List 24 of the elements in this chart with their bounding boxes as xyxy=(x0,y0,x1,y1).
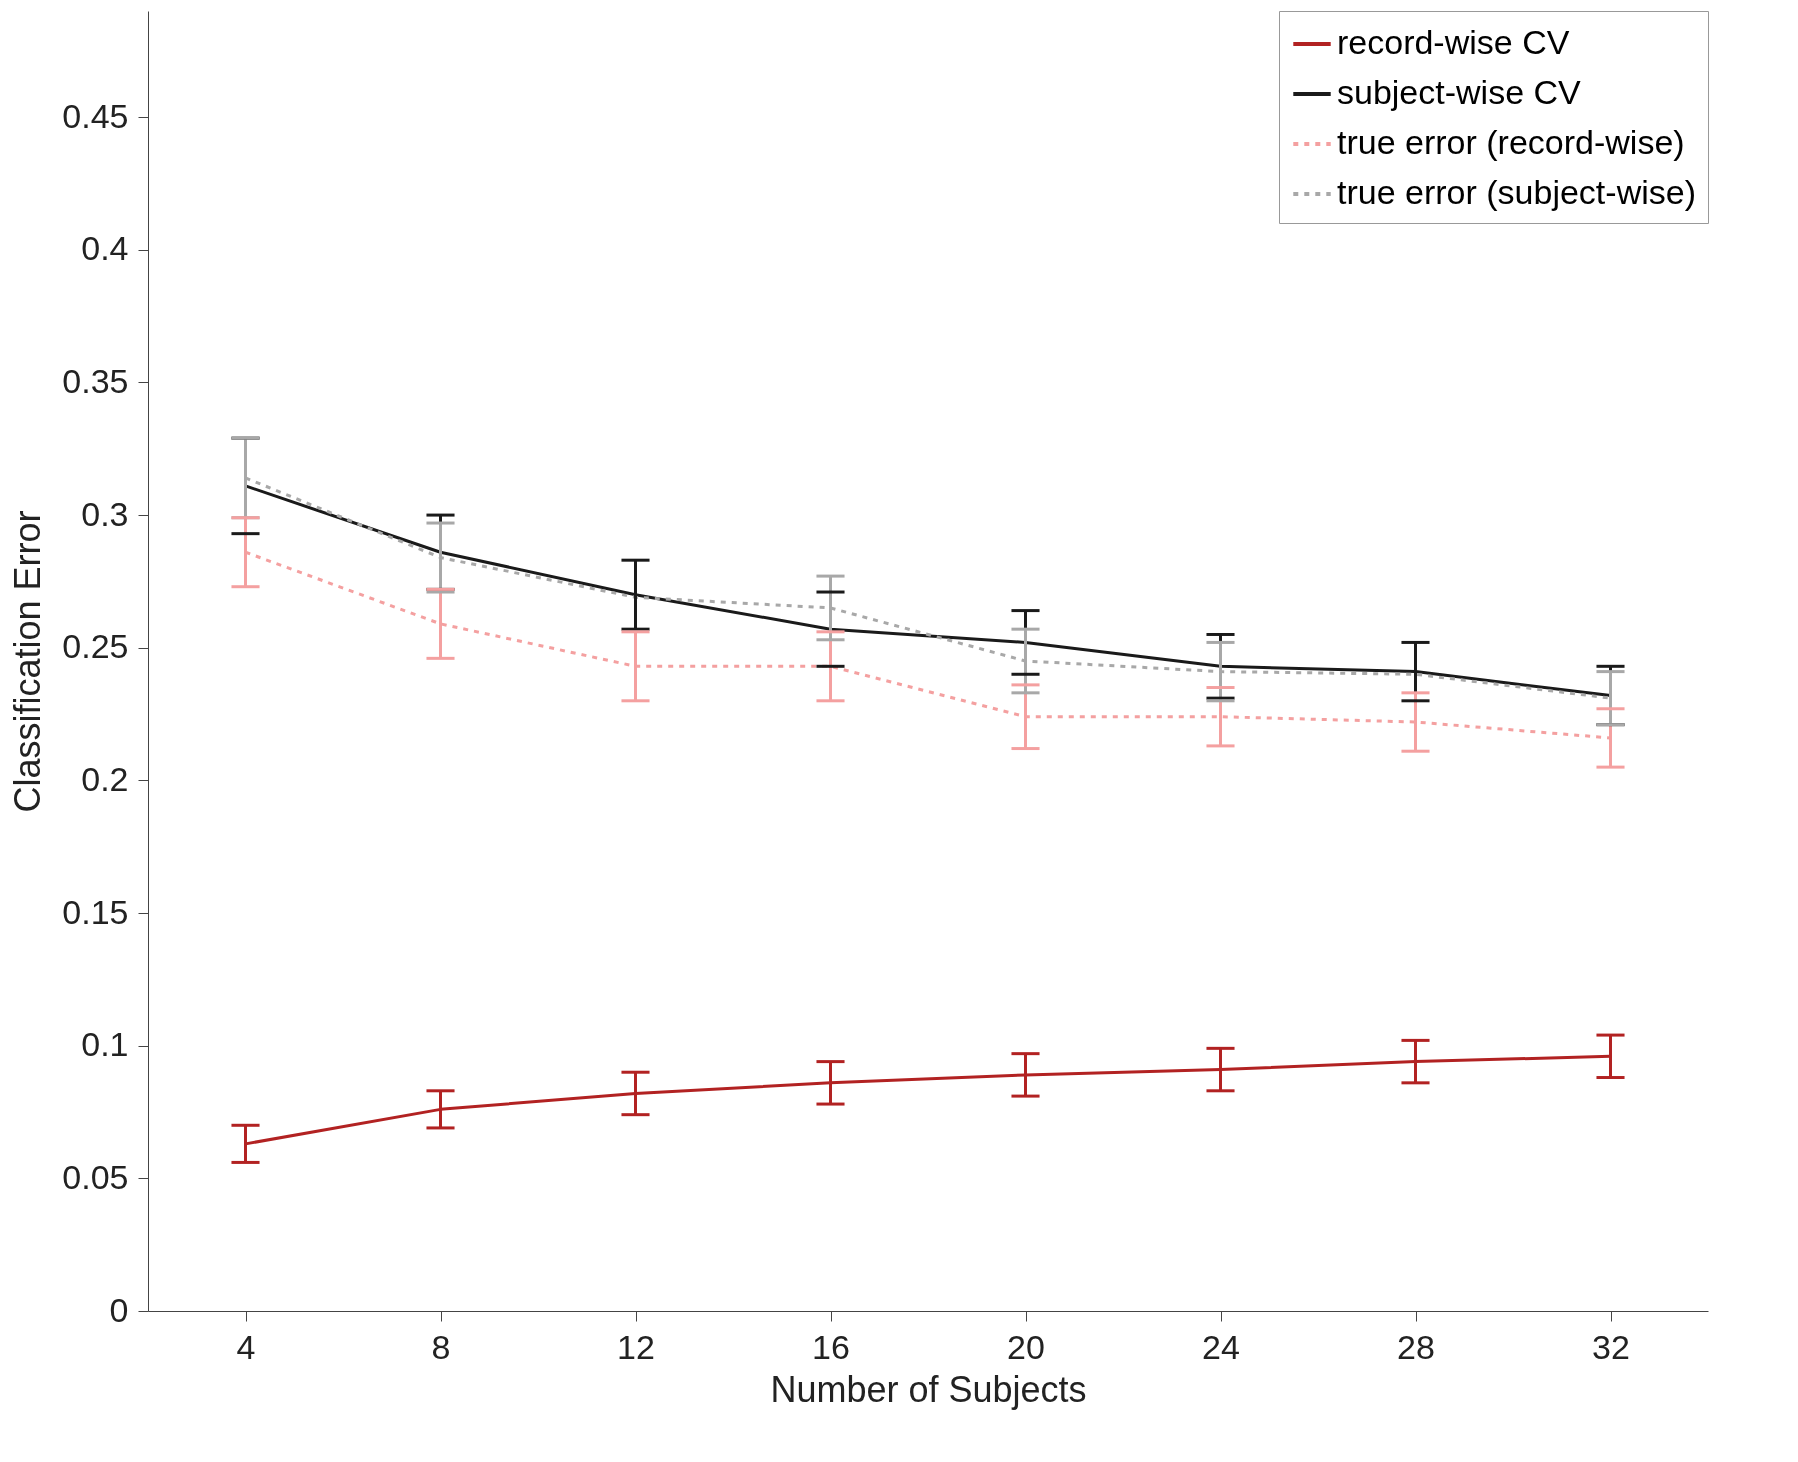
y-tick-label: 0.1 xyxy=(81,1025,129,1064)
x-tick-label: 20 xyxy=(1007,1327,1045,1366)
y-tick-label: 0.2 xyxy=(81,759,129,798)
y-tick-label: 0.05 xyxy=(62,1157,129,1196)
y-tick-label: 0.3 xyxy=(81,494,129,533)
legend-label: record-wise CV xyxy=(1337,23,1570,61)
legend-label: subject-wise CV xyxy=(1337,73,1582,111)
x-tick-label: 4 xyxy=(236,1327,256,1366)
y-tick-label: 0.45 xyxy=(62,96,129,135)
x-tick-label: 28 xyxy=(1397,1327,1435,1366)
legend-label: true error (record-wise) xyxy=(1337,123,1685,161)
x-tick-label: 32 xyxy=(1592,1327,1630,1366)
y-tick-label: 0.15 xyxy=(62,892,129,931)
y-tick-label: 0.4 xyxy=(81,229,129,268)
x-tick-label: 16 xyxy=(812,1327,850,1366)
y-tick-label: 0 xyxy=(109,1290,129,1329)
y-axis-title: Classification Error xyxy=(7,510,49,813)
legend-label: true error (subject-wise) xyxy=(1337,173,1696,211)
x-tick-label: 8 xyxy=(431,1327,451,1366)
y-tick-label: 0.25 xyxy=(62,627,129,666)
x-axis-title: Number of Subjects xyxy=(770,1368,1087,1410)
x-tick-label: 24 xyxy=(1202,1327,1240,1366)
x-tick-label: 12 xyxy=(617,1327,655,1366)
y-tick-label: 0.35 xyxy=(62,361,129,400)
